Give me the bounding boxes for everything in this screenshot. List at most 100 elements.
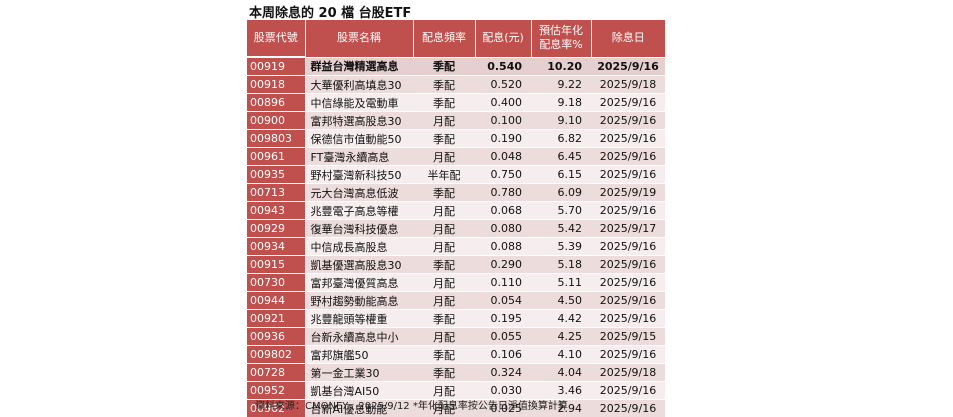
table-title: 本周除息的 20 檔 台股ETF <box>249 2 411 21</box>
cell-code: 00896 <box>247 94 305 112</box>
cell-code: 00921 <box>247 310 305 328</box>
header-yield: 預估年化 配息率% <box>531 20 591 57</box>
cell-frequency: 月配 <box>413 202 475 220</box>
cell-ex-date: 2025/9/16 <box>591 274 665 292</box>
cell-code: 00944 <box>247 292 305 310</box>
cell-ex-date: 2025/9/16 <box>591 148 665 166</box>
cell-yield: 5.18 <box>531 256 591 274</box>
cell-ex-date: 2025/9/16 <box>591 130 665 148</box>
cell-frequency: 季配 <box>413 364 475 382</box>
cell-dividend: 0.324 <box>475 364 531 382</box>
header-dividend: 配息(元) <box>475 20 531 57</box>
cell-code: 00900 <box>247 112 305 130</box>
cell-name: 野村趨勢動能高息 <box>305 292 413 310</box>
cell-ex-date: 2025/9/16 <box>591 382 665 400</box>
cell-frequency: 季配 <box>413 130 475 148</box>
cell-name: 元大台灣高息低波 <box>305 184 413 202</box>
cell-dividend: 0.780 <box>475 184 531 202</box>
cell-ex-date: 2025/9/18 <box>591 76 665 94</box>
cell-frequency: 月配 <box>413 220 475 238</box>
cell-dividend: 0.106 <box>475 346 531 364</box>
cell-ex-date: 2025/9/16 <box>591 292 665 310</box>
cell-name: 富邦臺灣優質高息 <box>305 274 413 292</box>
cell-name: 大華優利高填息30 <box>305 76 413 94</box>
etf-dividend-table: 股票代號 股票名稱 配息頻率 配息(元) 預估年化 配息率% 除息日 00919… <box>247 20 665 417</box>
header-code: 股票代號 <box>247 20 305 57</box>
cell-name: 中信綠能及電動車 <box>305 94 413 112</box>
cell-dividend: 0.190 <box>475 130 531 148</box>
cell-dividend: 0.088 <box>475 238 531 256</box>
cell-frequency: 月配 <box>413 292 475 310</box>
cell-frequency: 月配 <box>413 238 475 256</box>
cell-frequency: 月配 <box>413 328 475 346</box>
cell-dividend: 0.520 <box>475 76 531 94</box>
cell-frequency: 半年配 <box>413 166 475 184</box>
cell-yield: 4.50 <box>531 292 591 310</box>
cell-ex-date: 2025/9/18 <box>591 364 665 382</box>
cell-code: 009803 <box>247 130 305 148</box>
cell-ex-date: 2025/9/16 <box>591 202 665 220</box>
cell-code: 00935 <box>247 166 305 184</box>
cell-ex-date: 2025/9/16 <box>591 346 665 364</box>
cell-ex-date: 2025/9/17 <box>591 220 665 238</box>
cell-frequency: 季配 <box>413 76 475 94</box>
cell-code: 00918 <box>247 76 305 94</box>
cell-ex-date: 2025/9/16 <box>591 310 665 328</box>
cell-yield: 4.04 <box>531 364 591 382</box>
cell-dividend: 0.055 <box>475 328 531 346</box>
cell-code: 00943 <box>247 202 305 220</box>
cell-dividend: 0.195 <box>475 310 531 328</box>
cell-frequency: 月配 <box>413 274 475 292</box>
cell-dividend: 0.400 <box>475 94 531 112</box>
cell-frequency: 季配 <box>413 94 475 112</box>
cell-code: 00961 <box>247 148 305 166</box>
cell-name: 野村臺灣新科技50 <box>305 166 413 184</box>
cell-ex-date: 2025/9/16 <box>591 94 665 112</box>
cell-name: 台新永續高息中小 <box>305 328 413 346</box>
cell-yield: 6.82 <box>531 130 591 148</box>
cell-yield: 4.25 <box>531 328 591 346</box>
cell-ex-date: 2025/9/16 <box>591 57 665 76</box>
cell-name: 兆豐電子高息等權 <box>305 202 413 220</box>
cell-frequency: 季配 <box>413 57 475 76</box>
cell-code: 00713 <box>247 184 305 202</box>
cell-code: 00730 <box>247 274 305 292</box>
header-yield-line1: 預估年化 <box>539 24 583 37</box>
header-ex-date: 除息日 <box>591 20 665 57</box>
cell-name: 富邦旗艦50 <box>305 346 413 364</box>
cell-yield: 4.42 <box>531 310 591 328</box>
header-yield-line2: 配息率% <box>539 38 582 51</box>
cell-ex-date: 2025/9/19 <box>591 184 665 202</box>
cell-ex-date: 2025/9/16 <box>591 400 665 417</box>
cell-dividend: 0.750 <box>475 166 531 184</box>
cell-name: 兆豐龍頭等權重 <box>305 310 413 328</box>
cell-dividend: 0.054 <box>475 292 531 310</box>
cell-yield: 6.09 <box>531 184 591 202</box>
cell-yield: 9.10 <box>531 112 591 130</box>
cell-name: 保德信市值動能50 <box>305 130 413 148</box>
cell-code: 009802 <box>247 346 305 364</box>
cell-ex-date: 2025/9/15 <box>591 328 665 346</box>
cell-yield: 6.45 <box>531 148 591 166</box>
cell-dividend: 0.540 <box>475 57 531 76</box>
cell-yield: 4.10 <box>531 346 591 364</box>
cell-frequency: 季配 <box>413 184 475 202</box>
cell-ex-date: 2025/9/16 <box>591 238 665 256</box>
cell-frequency: 季配 <box>413 346 475 364</box>
cell-yield: 5.11 <box>531 274 591 292</box>
